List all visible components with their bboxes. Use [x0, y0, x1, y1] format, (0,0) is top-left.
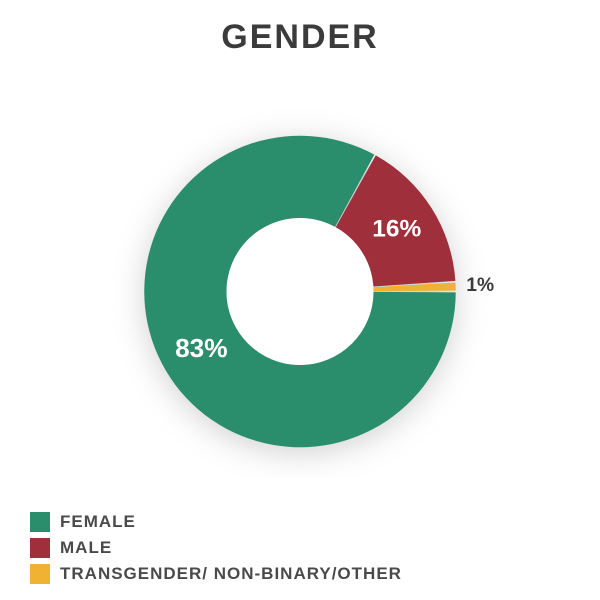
legend-label-female: FEMALE [60, 512, 136, 532]
donut-chart: 83% 16% 1% [20, 57, 580, 477]
chart-container: GENDER 83% 16% 1% FEMALE MALE TRANSGENDER/ N… [0, 0, 600, 600]
slice-label-trans_nb_other: 1% [466, 275, 494, 296]
slice-label-female: 83% [175, 333, 228, 363]
legend-swatch-female [30, 512, 50, 532]
slice-label-male: 16% [372, 216, 421, 243]
donut-area: 83% 16% 1% [20, 57, 580, 477]
legend-swatch-male [30, 538, 50, 558]
chart-title: GENDER [20, 18, 580, 57]
legend: FEMALE MALE TRANSGENDER/ NON-BINARY/OTHER [30, 506, 402, 584]
donut-hole [227, 218, 374, 365]
legend-swatch-trans_nb_other [30, 564, 50, 584]
legend-label-male: MALE [60, 538, 112, 558]
legend-item-trans_nb_other: TRANSGENDER/ NON-BINARY/OTHER [30, 564, 402, 584]
legend-label-trans_nb_other: TRANSGENDER/ NON-BINARY/OTHER [60, 564, 402, 584]
legend-item-female: FEMALE [30, 512, 402, 532]
legend-item-male: MALE [30, 538, 402, 558]
